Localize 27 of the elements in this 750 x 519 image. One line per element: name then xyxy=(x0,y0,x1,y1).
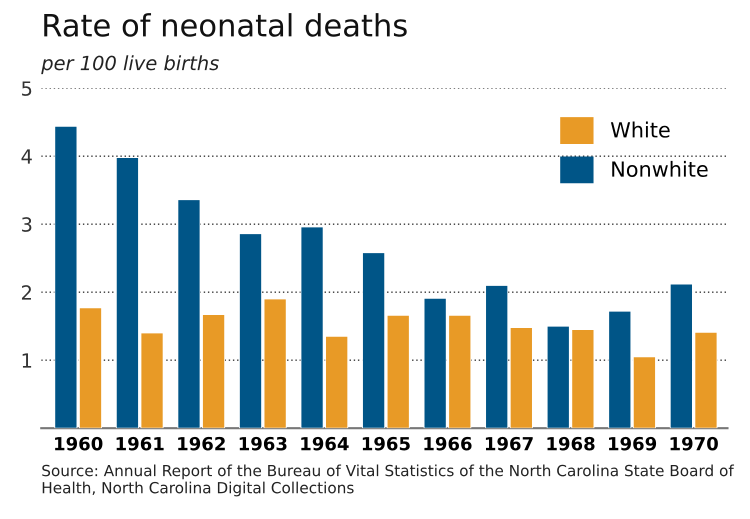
bar xyxy=(424,298,447,428)
bar xyxy=(546,326,570,428)
x-tick-label: 1960 xyxy=(55,436,102,450)
chart-subtitle: per 100 live births xyxy=(41,55,219,74)
y-tick-label: 5 xyxy=(22,81,32,96)
x-tick-label: 1964 xyxy=(301,436,349,450)
x-tick-label: 1965 xyxy=(362,436,410,450)
legend-label: White xyxy=(610,122,670,138)
y-tick-label: 4 xyxy=(21,149,32,164)
x-tick-label: 1968 xyxy=(547,436,595,450)
bar xyxy=(448,314,472,428)
x-tick-label: 1969 xyxy=(609,436,656,450)
x-tick-label: 1970 xyxy=(670,436,718,450)
x-tick-label: 1966 xyxy=(424,436,472,450)
bar xyxy=(485,284,508,428)
y-tick-label: 1 xyxy=(22,353,32,368)
x-tick-label: 1962 xyxy=(178,436,225,450)
source-note: Source: Annual Report of the Bureau of Vital Statistics of the North Carolina State Board of Health, North Carolina Digital Collections xyxy=(42,464,734,496)
chart-title: Rate of neonatal deaths xyxy=(44,13,407,37)
y-tick-label: 3 xyxy=(22,217,32,232)
legend-label: Nonwhite xyxy=(612,160,708,177)
y-tick-label: 2 xyxy=(22,285,31,300)
x-tick-label: 1967 xyxy=(486,436,533,450)
x-tick-label: 1961 xyxy=(116,436,164,450)
bar xyxy=(571,329,594,428)
bar xyxy=(510,327,533,428)
x-tick-label: 1963 xyxy=(240,436,287,450)
